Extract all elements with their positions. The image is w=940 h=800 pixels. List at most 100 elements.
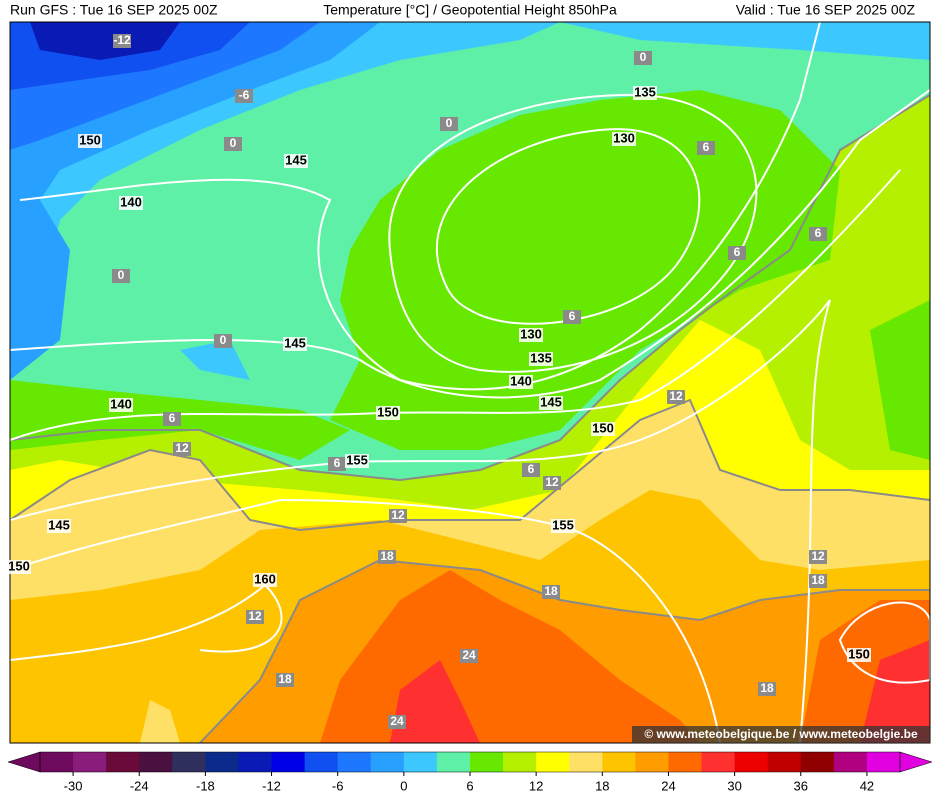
temperature-label: 6 <box>815 226 822 240</box>
temperature-label-box <box>112 269 130 283</box>
height-label-box <box>509 375 533 389</box>
height-label-box <box>529 352 553 366</box>
height-label: 160 <box>254 571 276 586</box>
colorbar-tick-label: 42 <box>860 778 874 793</box>
temperature-label-box <box>758 682 776 696</box>
temperature-label: 12 <box>248 609 262 623</box>
temperature-label-box <box>328 457 346 471</box>
temperature-label: 18 <box>760 681 774 695</box>
height-label-box <box>119 196 143 210</box>
temperature-label: 18 <box>380 549 394 563</box>
colorbar-swatch <box>734 752 769 772</box>
temperature-label-box <box>543 476 561 490</box>
colorbar-tick-label: -18 <box>196 778 215 793</box>
colorbar-swatch <box>73 752 107 772</box>
temperature-label: -6 <box>239 88 250 102</box>
height-label-box <box>551 519 575 533</box>
temperature-label-box <box>214 334 232 348</box>
colorbar-swatch <box>436 752 471 772</box>
colorbar-swatch <box>238 752 273 772</box>
temperature-label-box <box>542 585 560 599</box>
colorbar-swatch <box>403 752 438 772</box>
height-label: 150 <box>377 404 399 419</box>
height-label: 145 <box>284 335 306 350</box>
height-label-box <box>283 337 307 351</box>
temperature-label: 24 <box>390 714 404 728</box>
height-label-box <box>7 560 31 574</box>
temperature-label: 6 <box>703 140 710 154</box>
temperature-label-box <box>728 246 746 260</box>
height-label-box <box>109 398 133 412</box>
colorbar-tick-label: 24 <box>661 778 675 793</box>
temperature-label: 6 <box>528 462 535 476</box>
temperature-label: 6 <box>734 245 741 259</box>
height-label-box <box>539 396 563 410</box>
height-label: 130 <box>613 130 635 145</box>
temperature-label: 18 <box>811 573 825 587</box>
height-label: 140 <box>120 194 142 209</box>
colorbar-low-arrow <box>7 751 41 773</box>
colorbar-swatch <box>800 752 835 772</box>
temperature-label: 18 <box>278 672 292 686</box>
temperature-label-box <box>113 34 131 48</box>
temperature-label: -12 <box>113 33 131 47</box>
height-label: 135 <box>634 84 656 99</box>
height-label-box <box>612 132 636 146</box>
temperature-label-box <box>809 574 827 588</box>
colorbar-tick-label: -30 <box>64 778 83 793</box>
height-label: 145 <box>540 394 562 409</box>
height-label: 150 <box>79 132 101 147</box>
colorbar-swatch <box>337 752 372 772</box>
temperature-label: 18 <box>544 584 558 598</box>
colorbar-swatch <box>172 752 206 772</box>
colorbar-high-arrow <box>899 751 933 773</box>
colorbar-tick-label: 36 <box>794 778 808 793</box>
height-label: 130 <box>520 326 542 341</box>
height-label-box <box>376 406 400 420</box>
temperature-label: 24 <box>462 648 476 662</box>
colorbar-swatch <box>833 752 868 772</box>
temperature-label: 6 <box>569 309 576 323</box>
height-label: 150 <box>8 558 30 573</box>
run-label: Run GFS : Tue 16 SEP 2025 00Z <box>10 2 218 18</box>
temperature-label-box <box>667 390 685 404</box>
colorbar-tick-label: 12 <box>529 778 543 793</box>
colorbar-tick-label: -24 <box>130 778 149 793</box>
colorbar-swatch <box>536 752 570 772</box>
height-label-box <box>284 154 308 168</box>
temperature-label-box <box>173 442 191 456</box>
colorbar-swatch <box>866 752 901 772</box>
height-label-box <box>47 519 71 533</box>
colorbar-tick-label: 6 <box>466 778 473 793</box>
temperature-label: 12 <box>391 508 405 522</box>
temperature-label: 0 <box>446 116 453 130</box>
colorbar-tick-label: -12 <box>262 778 281 793</box>
colorbar-tick-label: -6 <box>332 778 344 793</box>
height-label: 145 <box>285 152 307 167</box>
temperature-label-box <box>235 89 253 103</box>
temperature-label-box <box>440 117 458 131</box>
credit: © www.meteobelgique.be / www.meteobelgie… <box>644 727 918 741</box>
colorbar-swatch <box>701 752 736 772</box>
colorbar-swatch <box>635 752 669 772</box>
map-title: Temperature [°C] / Geopotential Height 8… <box>323 2 617 18</box>
temperature-label-box <box>163 412 181 426</box>
temperature-label-box <box>697 141 715 155</box>
height-label: 135 <box>530 350 552 365</box>
temperature-label-box <box>809 550 827 564</box>
colorbar-swatch <box>106 752 140 772</box>
temperature-label-box <box>809 227 827 241</box>
credit-box <box>632 726 930 743</box>
height-label-box <box>847 648 871 662</box>
colorbar-tick-label: 30 <box>727 778 741 793</box>
height-label: 155 <box>346 452 368 467</box>
colorbar-swatch <box>370 752 405 772</box>
temperature-label-box <box>389 509 407 523</box>
colorbar-swatch <box>139 752 173 772</box>
valid-label: Valid : Tue 16 SEP 2025 00Z <box>736 2 916 18</box>
height-label-box <box>591 422 615 436</box>
temperature-label-box <box>563 310 581 324</box>
colorbar-swatch <box>767 752 802 772</box>
colorbar-swatch <box>503 752 537 772</box>
